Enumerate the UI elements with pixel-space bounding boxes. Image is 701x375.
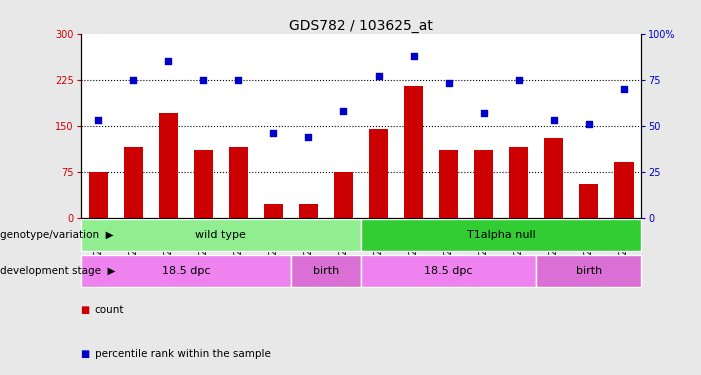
Text: count: count (95, 305, 124, 315)
Point (128, 77, 139, 83)
Point (513, 77, 524, 83)
Point (373, 73, 384, 79)
Bar (361, 255, 536, 287)
Bar (474, 150, 494, 217)
Bar (291, 255, 361, 287)
Bar (264, 204, 283, 218)
Bar (158, 113, 178, 218)
Bar (439, 150, 458, 217)
Point (233, 77, 244, 83)
Point (163, 58, 174, 64)
Point (408, 53, 419, 59)
Point (93, 117, 104, 123)
Title: GDS782 / 103625_at: GDS782 / 103625_at (289, 19, 433, 33)
Bar (404, 86, 423, 218)
Text: T1alpha null: T1alpha null (467, 230, 536, 240)
Point (338, 108, 349, 114)
Point (583, 121, 594, 127)
Bar (614, 162, 634, 218)
Point (198, 77, 209, 83)
Bar (123, 147, 143, 218)
Point (443, 80, 454, 86)
Point (478, 110, 489, 116)
Bar (361, 219, 641, 251)
Bar (81, 255, 291, 287)
Bar (579, 184, 599, 218)
Bar (509, 147, 529, 218)
Text: 18.5 dpc: 18.5 dpc (161, 266, 210, 276)
Text: wild type: wild type (196, 230, 246, 240)
Bar (81, 219, 361, 251)
Text: genotype/variation  ▶: genotype/variation ▶ (0, 230, 114, 240)
Text: birth: birth (313, 266, 339, 276)
Text: ■: ■ (81, 305, 90, 315)
Point (548, 117, 559, 123)
Text: 18.5 dpc: 18.5 dpc (424, 266, 473, 276)
Text: percentile rank within the sample: percentile rank within the sample (95, 349, 271, 359)
Bar (536, 255, 641, 287)
Bar (229, 147, 248, 218)
Bar (334, 172, 353, 217)
Bar (299, 204, 318, 218)
Bar (88, 172, 108, 217)
Point (268, 130, 279, 136)
Bar (369, 129, 388, 217)
Point (618, 86, 629, 92)
Bar (544, 138, 564, 218)
Bar (193, 150, 213, 217)
Text: birth: birth (576, 266, 602, 276)
Text: development stage  ▶: development stage ▶ (0, 266, 116, 276)
Text: ■: ■ (81, 349, 90, 359)
Point (303, 134, 314, 140)
